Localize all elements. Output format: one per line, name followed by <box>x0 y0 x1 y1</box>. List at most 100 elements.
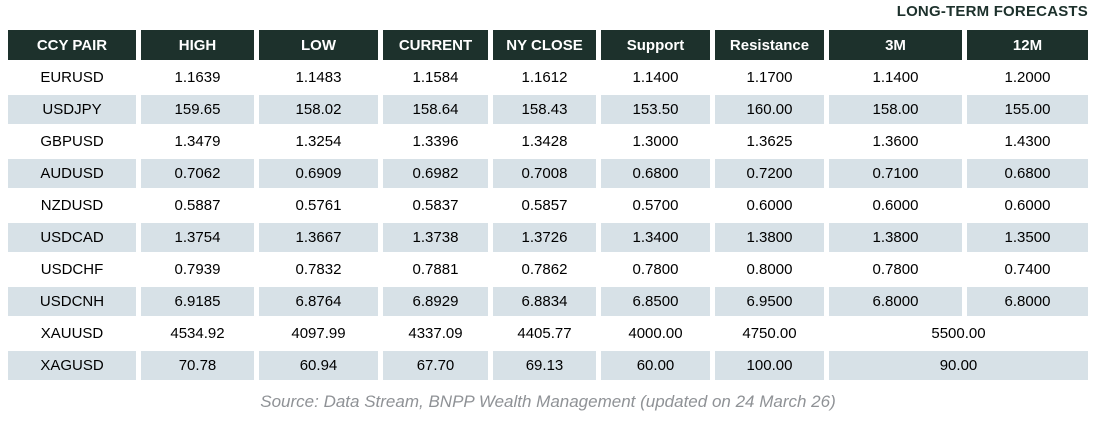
cell-current: 6.8929 <box>383 287 488 316</box>
cell-pair: USDCHF <box>40 261 104 278</box>
cell-3m: 6.8000 <box>829 287 962 316</box>
cell-high: 0.7062 <box>141 159 254 188</box>
cell-3m: 1.3800 <box>829 223 962 252</box>
column-header-low: LOW <box>259 30 378 60</box>
table-header-row: CCY PAIR HIGH LOW CURRENT NY CLOSE Suppo… <box>8 30 1088 60</box>
cell-12m: 0.6800 <box>967 159 1088 188</box>
cell-pair: XAGUSD <box>8 351 136 380</box>
cell-ny-close: 0.7008 <box>493 159 596 188</box>
cell-low: 1.3254 <box>295 133 342 150</box>
column-header-12m: 12M <box>967 30 1088 60</box>
cell-resistance: 160.00 <box>715 95 824 124</box>
cell-high: 6.9185 <box>141 287 254 316</box>
cell-pair: USDCAD <box>8 223 136 252</box>
table-row-eurusd: EURUSD 1.1639 1.1483 1.1584 1.1612 1.140… <box>8 63 1088 92</box>
column-header-ny-close: NY CLOSE <box>493 30 596 60</box>
cell-resistance: 4750.00 <box>742 325 797 342</box>
cell-low: 60.94 <box>259 351 378 380</box>
cell-resistance: 1.1700 <box>746 69 793 86</box>
cell-low: 0.6909 <box>259 159 378 188</box>
cell-low: 1.1483 <box>295 69 342 86</box>
cell-low: 4097.99 <box>291 325 346 342</box>
cell-current: 67.70 <box>383 351 488 380</box>
cell-ny-close: 158.43 <box>493 95 596 124</box>
cell-12m: 0.6000 <box>1004 197 1051 214</box>
table-row-usdcnh: USDCNH 6.9185 6.8764 6.8929 6.8834 6.850… <box>8 287 1088 316</box>
column-header-support: Support <box>601 30 710 60</box>
cell-3m: 0.7800 <box>872 261 919 278</box>
cell-high: 0.7939 <box>174 261 221 278</box>
cell-12m: 0.7400 <box>1004 261 1051 278</box>
column-header-3m: 3M <box>829 30 962 60</box>
table-row-audusd: AUDUSD 0.7062 0.6909 0.6982 0.7008 0.680… <box>8 159 1088 188</box>
cell-high: 1.1639 <box>174 69 221 86</box>
cell-ny-close: 69.13 <box>493 351 596 380</box>
cell-low: 0.7832 <box>295 261 342 278</box>
cell-3m: 1.1400 <box>872 69 919 86</box>
table-row-nzdusd: NZDUSD 0.5887 0.5761 0.5837 0.5857 0.570… <box>8 191 1088 220</box>
cell-low: 6.8764 <box>259 287 378 316</box>
cell-resistance: 1.3625 <box>746 133 793 150</box>
cell-3m: 1.3600 <box>872 133 919 150</box>
table-row-gbpusd: GBPUSD 1.3479 1.3254 1.3396 1.3428 1.300… <box>8 127 1088 156</box>
cell-ny-close: 0.5857 <box>521 197 568 214</box>
table-row-usdjpy: USDJPY 159.65 158.02 158.64 158.43 153.5… <box>8 95 1088 124</box>
table-row-xauusd: XAUUSD 4534.92 4097.99 4337.09 4405.77 4… <box>8 319 1088 348</box>
cell-high: 4534.92 <box>170 325 225 342</box>
cell-low: 158.02 <box>259 95 378 124</box>
cell-3m: 158.00 <box>829 95 962 124</box>
cell-current: 1.3396 <box>412 133 459 150</box>
cell-pair: GBPUSD <box>40 133 104 150</box>
cell-support: 4000.00 <box>628 325 683 342</box>
cell-high: 0.5887 <box>174 197 221 214</box>
column-header-current: CURRENT <box>383 30 488 60</box>
cell-low: 0.5761 <box>295 197 342 214</box>
cell-3m: 0.6000 <box>872 197 919 214</box>
cell-resistance: 0.8000 <box>746 261 793 278</box>
cell-ny-close: 0.7862 <box>521 261 568 278</box>
cell-low: 1.3667 <box>259 223 378 252</box>
cell-resistance: 0.6000 <box>746 197 793 214</box>
cell-high: 159.65 <box>141 95 254 124</box>
cell-support: 60.00 <box>601 351 710 380</box>
cell-forecast-3m-12m-merged: 5500.00 <box>931 325 986 342</box>
cell-resistance: 1.3800 <box>715 223 824 252</box>
cell-current: 158.64 <box>383 95 488 124</box>
table-row-xagusd: XAGUSD 70.78 60.94 67.70 69.13 60.00 100… <box>8 351 1088 380</box>
fx-forecast-table: CCY PAIR HIGH LOW CURRENT NY CLOSE Suppo… <box>3 27 1093 383</box>
cell-resistance: 0.7200 <box>715 159 824 188</box>
cell-high: 1.3479 <box>174 133 221 150</box>
cell-pair: XAUUSD <box>40 325 104 342</box>
page-title: LONG-TERM FORECASTS <box>896 3 1088 20</box>
cell-support: 153.50 <box>601 95 710 124</box>
cell-12m: 155.00 <box>967 95 1088 124</box>
cell-ny-close: 1.1612 <box>521 69 568 86</box>
cell-support: 1.1400 <box>632 69 679 86</box>
cell-12m: 6.8000 <box>967 287 1088 316</box>
cell-support: 6.8500 <box>601 287 710 316</box>
cell-12m: 1.3500 <box>967 223 1088 252</box>
source-note: Source: Data Stream, BNPP Wealth Managem… <box>260 392 836 411</box>
cell-current: 1.3738 <box>383 223 488 252</box>
cell-current: 1.1584 <box>412 69 459 86</box>
cell-current: 0.7881 <box>412 261 459 278</box>
cell-current: 4337.09 <box>408 325 463 342</box>
cell-pair: USDJPY <box>8 95 136 124</box>
cell-ny-close: 1.3428 <box>521 133 568 150</box>
cell-support: 0.6800 <box>601 159 710 188</box>
cell-pair: AUDUSD <box>8 159 136 188</box>
table-row-usdcad: USDCAD 1.3754 1.3667 1.3738 1.3726 1.340… <box>8 223 1088 252</box>
cell-ny-close: 1.3726 <box>493 223 596 252</box>
cell-support: 0.5700 <box>632 197 679 214</box>
table-row-usdchf: USDCHF 0.7939 0.7832 0.7881 0.7862 0.780… <box>8 255 1088 284</box>
column-header-ccy-pair: CCY PAIR <box>8 30 136 60</box>
cell-high: 1.3754 <box>141 223 254 252</box>
cell-ny-close: 4405.77 <box>517 325 572 342</box>
cell-pair: NZDUSD <box>40 197 104 214</box>
cell-ny-close: 6.8834 <box>493 287 596 316</box>
cell-support: 0.7800 <box>632 261 679 278</box>
cell-pair: EURUSD <box>40 69 104 86</box>
cell-pair: USDCNH <box>8 287 136 316</box>
cell-3m: 0.7100 <box>829 159 962 188</box>
